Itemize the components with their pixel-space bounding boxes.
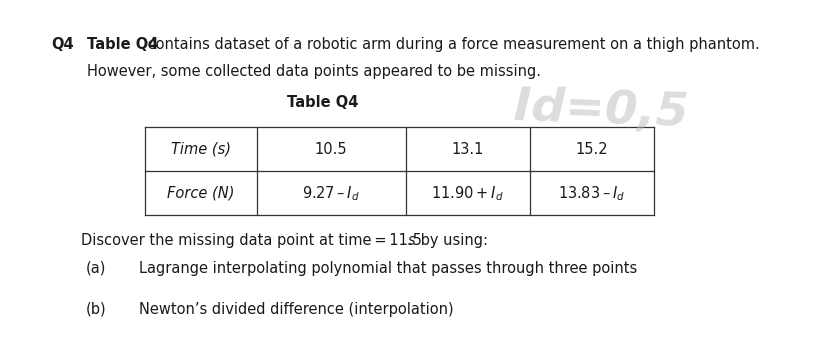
Text: Force (N): Force (N) [167, 186, 234, 201]
Text: s: s [407, 233, 414, 248]
Text: Q4: Q4 [51, 37, 74, 52]
Text: Lagrange interpolating polynomial that passes through three points: Lagrange interpolating polynomial that p… [139, 261, 637, 275]
Text: Discover the missing data point at time = 11.5: Discover the missing data point at time … [81, 233, 422, 248]
Text: Newton’s divided difference (interpolation): Newton’s divided difference (interpolati… [139, 302, 453, 317]
Text: 9.27 – $\mathit{I}_d$: 9.27 – $\mathit{I}_d$ [302, 184, 360, 203]
Text: 13.1: 13.1 [451, 142, 484, 157]
Text: 10.5: 10.5 [314, 142, 347, 157]
Text: Table Q4: Table Q4 [87, 37, 158, 52]
Text: contains dataset of a robotic arm during a force measurement on a thigh phantom.: contains dataset of a robotic arm during… [143, 37, 759, 52]
Text: However, some collected data points appeared to be missing.: However, some collected data points appe… [87, 64, 540, 78]
Text: Time (s): Time (s) [170, 142, 231, 157]
Text: (b): (b) [85, 302, 106, 317]
Text: (a): (a) [85, 261, 106, 275]
Text: Id=0,5: Id=0,5 [513, 85, 689, 136]
Text: 13.83 – $\mathit{I}_d$: 13.83 – $\mathit{I}_d$ [557, 184, 625, 203]
Text: by using:: by using: [415, 233, 487, 248]
Text: Table Q4: Table Q4 [287, 95, 358, 110]
Text: 11.90 + $\mathit{I}_d$: 11.90 + $\mathit{I}_d$ [431, 184, 504, 203]
Text: 15.2: 15.2 [575, 142, 608, 157]
